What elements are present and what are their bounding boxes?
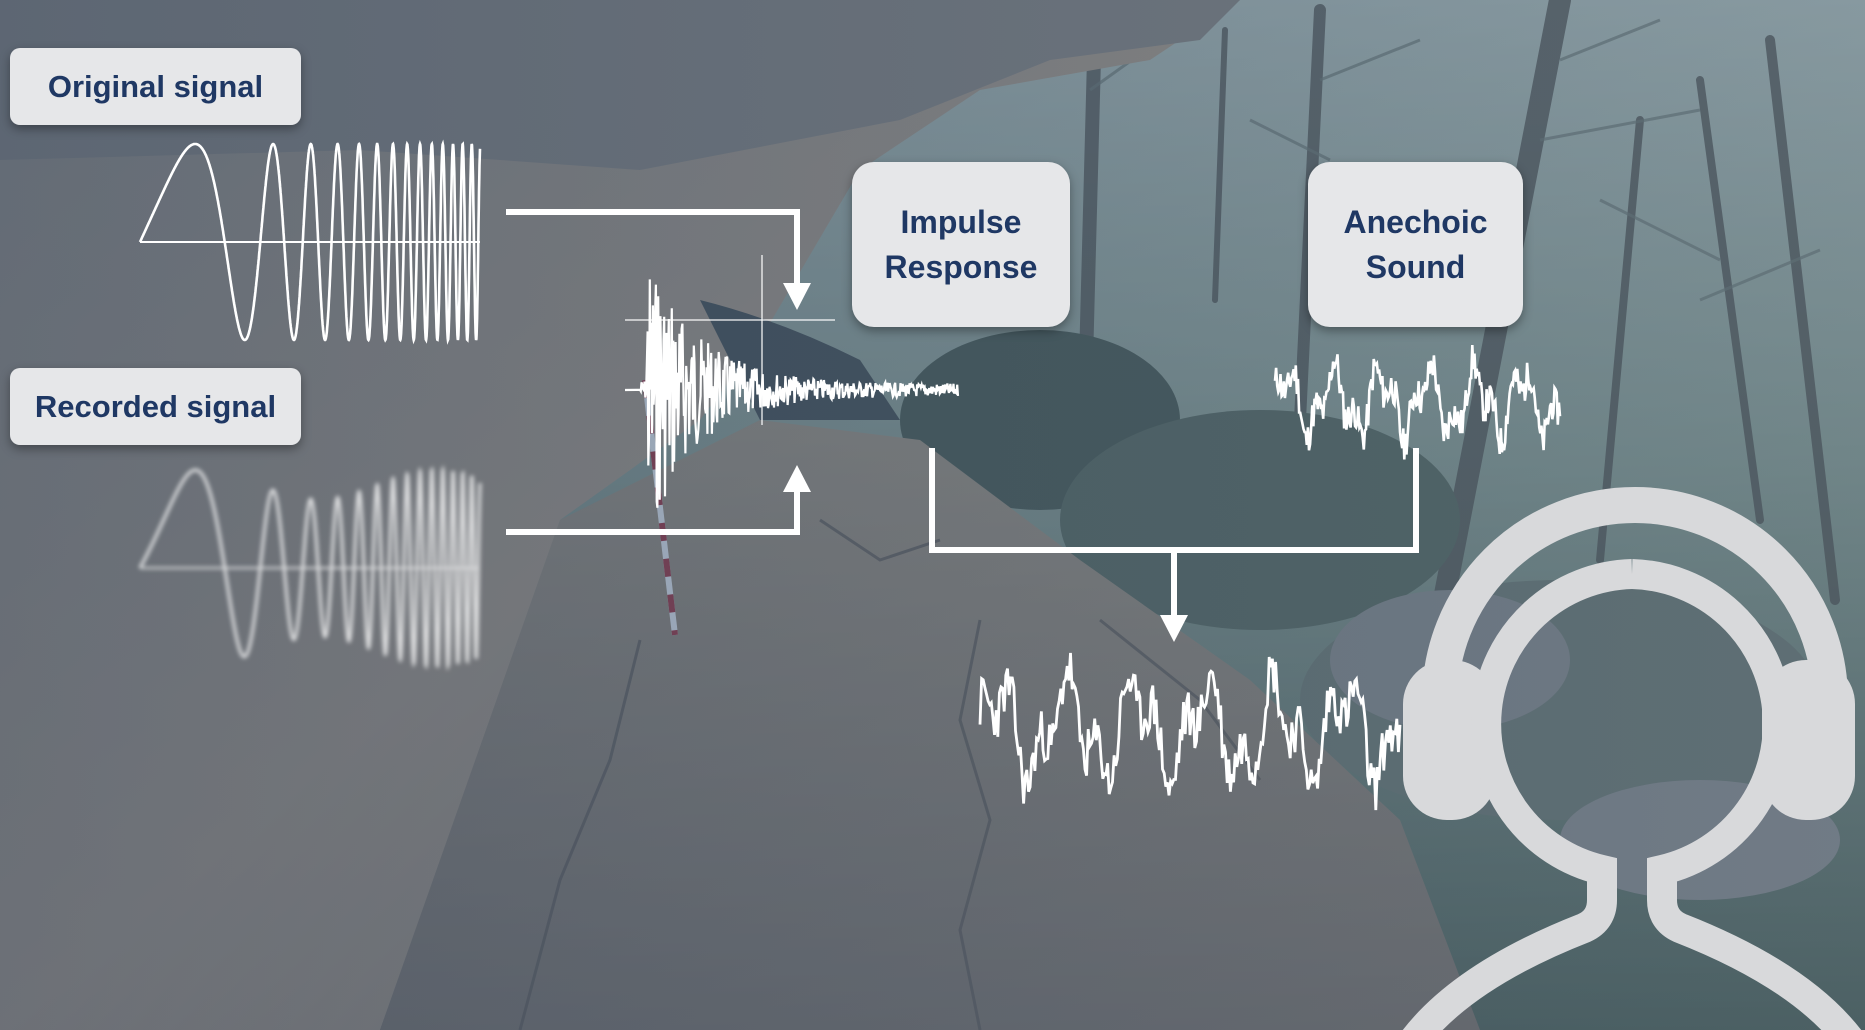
recorded-signal-label: Recorded signal: [10, 368, 301, 445]
impulse-response-plot: [624, 255, 960, 508]
original-signal-label: Original signal: [10, 48, 301, 125]
arrow-head-output: [1160, 615, 1188, 642]
headphones-person-icon: [1402, 487, 1862, 1030]
anechoic-sound-waveform: [1273, 345, 1562, 460]
arrow-head-up: [783, 465, 811, 492]
original-signal-waveform: [138, 139, 482, 345]
anechoic-sound-label: Anechoic Sound: [1308, 162, 1523, 327]
auralized-output-waveform: [978, 652, 1402, 811]
recorded-signal-waveform: [138, 464, 482, 672]
impulse-response-label: Impulse Response: [852, 162, 1070, 327]
connector-arrows: [506, 209, 1419, 620]
arrow-head-down: [783, 283, 811, 310]
